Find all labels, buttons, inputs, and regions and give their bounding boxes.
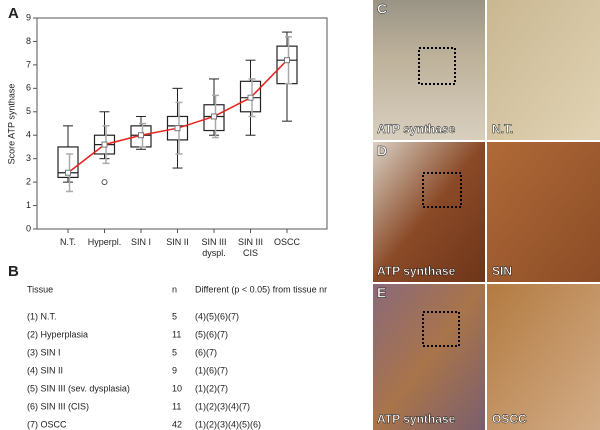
x-tick-label: SIN III CIS (237, 237, 263, 258)
y-tick-label: 8 (26, 36, 31, 46)
table-cell: (6)(7) (195, 347, 217, 357)
micrograph-label: OSCC (492, 412, 527, 426)
box (276, 45, 298, 85)
mean-marker (174, 125, 181, 132)
table-header: Tissue (27, 284, 53, 294)
table-cell: (7) OSCC (27, 419, 67, 429)
y-tick-label: 7 (26, 59, 31, 69)
table-cell: (5)(6)(7) (195, 329, 228, 339)
table-header: Different (p < 0.05) from tissue nr (195, 284, 327, 294)
table-cell: (1) N.T. (27, 311, 57, 321)
table-cell: 11 (172, 329, 181, 339)
table-header: n (172, 284, 177, 294)
panel-label: E (377, 285, 386, 301)
table-cell: (1)(2)(7) (195, 383, 228, 393)
table-cell: (1)(2)(3)(4)(7) (195, 401, 250, 411)
y-axis-label: Score ATP synthase (6, 84, 16, 165)
x-tick-label: SIN III dyspl. (201, 237, 227, 258)
table-cell: 42 (172, 419, 182, 429)
micrograph (487, 0, 600, 140)
outlier (101, 179, 108, 186)
mean-marker (211, 113, 217, 120)
table-cell: (3) SIN I (27, 347, 61, 357)
mean-marker (247, 94, 254, 101)
micrograph-label: ATP synthase (377, 122, 456, 136)
micrograph-label: SIN (492, 264, 512, 278)
y-tick-label: 0 (26, 223, 31, 233)
mean-marker (65, 169, 71, 176)
table-cell: (4) SIN II (27, 365, 63, 375)
table-cell: 11 (172, 401, 181, 411)
table-cell: (1)(2)(3)(4)(5)(6) (195, 419, 261, 429)
y-tick-label: 2 (26, 176, 31, 186)
table-cell: 5 (172, 311, 177, 321)
x-tick-label: SIN II (166, 237, 189, 247)
micrograph (373, 142, 485, 282)
x-tick-label: OSCC (273, 237, 300, 247)
micrograph (487, 142, 600, 282)
y-tick-label: 5 (26, 106, 31, 116)
micrograph (373, 284, 485, 430)
micrograph (487, 284, 600, 430)
table-cell: (2) Hyperplasia (27, 329, 88, 339)
table-cell: 9 (172, 365, 177, 375)
zoom-box (418, 47, 456, 85)
mean-marker (138, 132, 144, 139)
mean-marker (284, 57, 290, 64)
micrograph-label: ATP synthase (377, 412, 456, 426)
zoom-box (422, 311, 460, 347)
panel-label: C (377, 1, 387, 17)
table-cell: (5) SIN III (sev. dysplasia) (27, 383, 130, 393)
table-cell: (4)(5)(6)(7) (195, 311, 239, 321)
x-tick-label: N.T. (59, 237, 76, 247)
micrograph (373, 0, 485, 140)
y-tick-label: 1 (26, 200, 31, 210)
y-tick-label: 3 (26, 153, 31, 163)
panel-label: B (8, 263, 19, 280)
x-tick-label: SIN I (130, 237, 151, 247)
plot-frame (36, 17, 328, 230)
mean-marker (101, 141, 108, 148)
y-tick-label: 4 (26, 130, 31, 140)
micrograph-label: N.T. (492, 122, 513, 136)
table-cell: 5 (172, 347, 177, 357)
panel-label: D (377, 143, 387, 159)
x-tick-label: Hyperpl. (87, 237, 122, 247)
table-cell: 10 (172, 383, 182, 393)
table-cell: (6) SIN III (CIS) (27, 401, 89, 411)
y-tick-label: 6 (26, 83, 31, 93)
panel-label: A (8, 5, 19, 22)
table-cell: (1)(6)(7) (195, 365, 228, 375)
micrograph-label: ATP synthase (377, 264, 456, 278)
y-tick-label: 9 (26, 12, 31, 22)
